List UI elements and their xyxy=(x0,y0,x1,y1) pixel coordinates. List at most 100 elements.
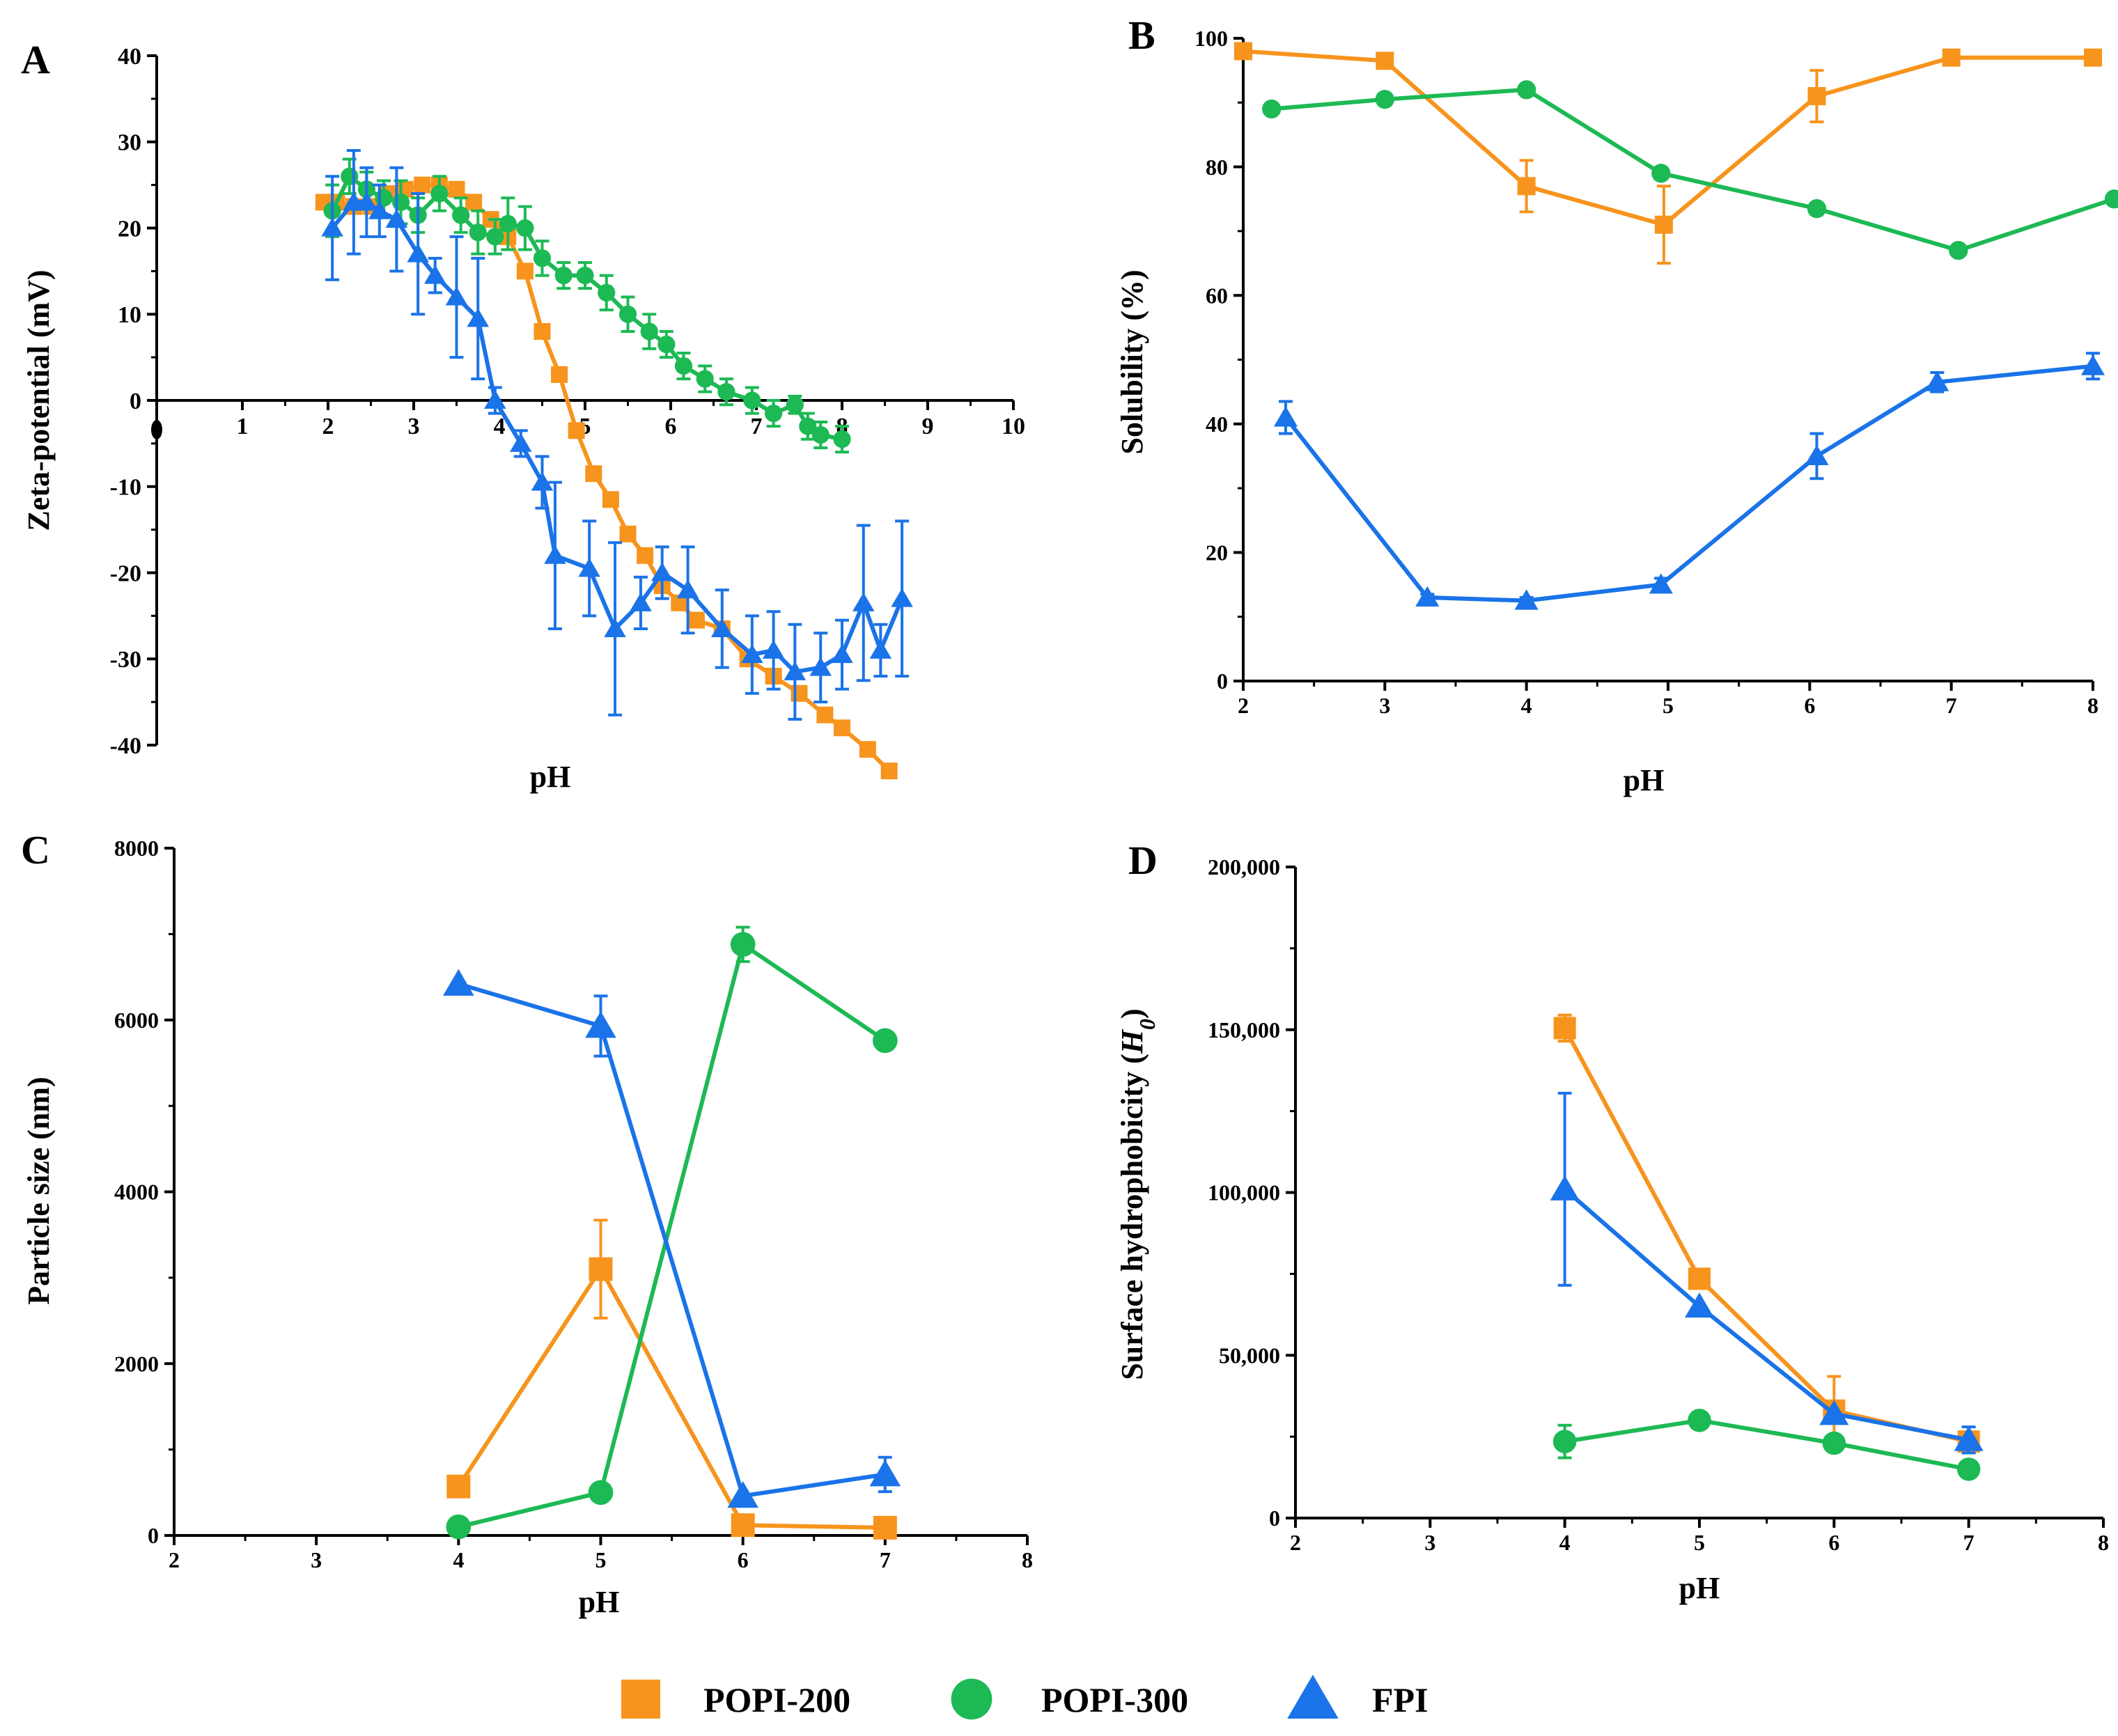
data-point xyxy=(554,266,573,285)
legend: POPI-200 POPI-300 FPI xyxy=(621,1675,1428,1720)
x-tick-label: 2 xyxy=(322,414,334,439)
data-point xyxy=(731,1513,755,1538)
data-point xyxy=(852,592,875,611)
data-point xyxy=(762,639,785,659)
legend-item-popi-300: POPI-300 xyxy=(951,1678,1188,1720)
data-point xyxy=(391,193,410,211)
data-point xyxy=(568,422,585,439)
data-point xyxy=(811,425,830,444)
data-point xyxy=(2104,189,2118,209)
data-point xyxy=(1262,99,1282,119)
panel-c: 8000 6000 4000 2000 02 3 4 5 6 7 8 pH Particle size … xyxy=(21,827,1033,1619)
x-tick-label: 5 xyxy=(1663,693,1674,718)
data-point xyxy=(321,217,343,237)
panel-a: 403020100-10-20-30-4012345678910pHZeta-p… xyxy=(21,37,1025,794)
data-point xyxy=(619,525,637,542)
y-tick-label: 100 xyxy=(1194,26,1228,51)
y-tick-label: -30 xyxy=(110,647,141,673)
panel-d: 200,000 150,000 100,000 50,000 02 3 4 5 6 7 8 pH Sur… xyxy=(1115,838,2109,1605)
data-point xyxy=(799,417,817,435)
data-point xyxy=(544,545,566,564)
y-axis-label: Surface hydrophobicity (H0) xyxy=(1115,1008,1160,1379)
panel-b: 100 80 60 40 20 02 3 4 5 6 7 8 pH Solubility (%) B xyxy=(1115,13,2118,797)
legend-item-fpi: FPI xyxy=(1287,1675,1428,1719)
legend-label: FPI xyxy=(1372,1680,1428,1719)
panel-letter: B xyxy=(1128,13,1155,58)
series-line xyxy=(1284,363,2094,603)
series-fpi xyxy=(1550,1091,1984,1455)
x-tick-label: 2 xyxy=(169,1547,180,1572)
data-point xyxy=(469,224,487,242)
y-axis-label: Particle size (nm) xyxy=(22,1077,56,1304)
x-tick-label: 7 xyxy=(880,1547,891,1572)
data-point xyxy=(786,396,804,414)
data-point xyxy=(630,592,652,611)
x-tick-label: 8 xyxy=(2098,1530,2109,1555)
y-tick-label: 6000 xyxy=(114,1008,159,1033)
series-line xyxy=(458,982,886,1499)
x-tick-label: 8 xyxy=(2087,693,2098,718)
y-axis-label: Solubility (%) xyxy=(1115,269,1149,454)
series-fpi xyxy=(321,149,913,721)
series-line xyxy=(1271,87,2115,253)
data-point xyxy=(1517,80,1536,100)
data-point xyxy=(1517,177,1536,196)
data-point xyxy=(598,283,616,302)
data-point xyxy=(637,547,654,564)
data-point xyxy=(1807,198,1827,219)
x-tick-label: 1 xyxy=(237,414,249,439)
x-tick-label: 5 xyxy=(1694,1530,1705,1555)
series-line xyxy=(1564,1418,1970,1471)
series-line xyxy=(458,942,887,1529)
data-point xyxy=(640,322,658,341)
data-point xyxy=(1685,1292,1714,1318)
square-marker xyxy=(621,1680,660,1719)
series-line xyxy=(323,182,891,773)
data-point xyxy=(743,391,761,409)
data-point xyxy=(1949,240,1968,260)
series-line xyxy=(456,1267,885,1530)
panel-letter: D xyxy=(1128,838,1158,883)
series-popi-200 xyxy=(315,176,898,780)
data-point xyxy=(414,176,431,194)
data-point xyxy=(585,465,602,483)
y-tick-label: 200,000 xyxy=(1208,854,1280,879)
data-point xyxy=(467,308,489,327)
y-tick-label: 0 xyxy=(148,1523,159,1548)
y-tick-label: 4000 xyxy=(114,1180,159,1205)
data-point xyxy=(465,194,483,211)
data-point xyxy=(484,390,506,409)
data-point xyxy=(486,228,504,246)
y-tick-label: 20 xyxy=(1206,540,1228,565)
series-popi-300 xyxy=(1552,1408,1981,1481)
data-point xyxy=(516,263,534,280)
data-point xyxy=(1822,1431,1846,1455)
series-line xyxy=(1563,1187,1970,1442)
x-tick-label: 4 xyxy=(1521,693,1532,718)
data-point xyxy=(448,180,465,198)
data-point xyxy=(717,383,735,401)
data-point xyxy=(407,243,429,263)
y-tick-label: 80 xyxy=(1206,155,1228,180)
data-point xyxy=(696,370,714,388)
data-point xyxy=(1819,1400,1849,1425)
data-point xyxy=(711,618,733,637)
data-point xyxy=(585,1011,616,1038)
x-tick-label: 5 xyxy=(595,1547,607,1572)
data-point xyxy=(368,200,391,219)
series-popi-300 xyxy=(1262,80,2118,260)
y-tick-label: 100,000 xyxy=(1208,1180,1280,1205)
data-point xyxy=(604,618,626,637)
x-tick-label: 7 xyxy=(1946,693,1957,718)
data-point xyxy=(1942,48,1961,67)
data-point xyxy=(1688,1408,1711,1432)
data-point xyxy=(831,644,853,664)
data-point xyxy=(809,657,832,676)
y-tick-label: 0 xyxy=(1217,668,1228,694)
data-point xyxy=(446,1514,472,1540)
series-fpi xyxy=(443,969,901,1508)
data-point xyxy=(869,639,892,659)
origin-mark xyxy=(151,420,162,439)
data-point xyxy=(1273,406,1298,427)
